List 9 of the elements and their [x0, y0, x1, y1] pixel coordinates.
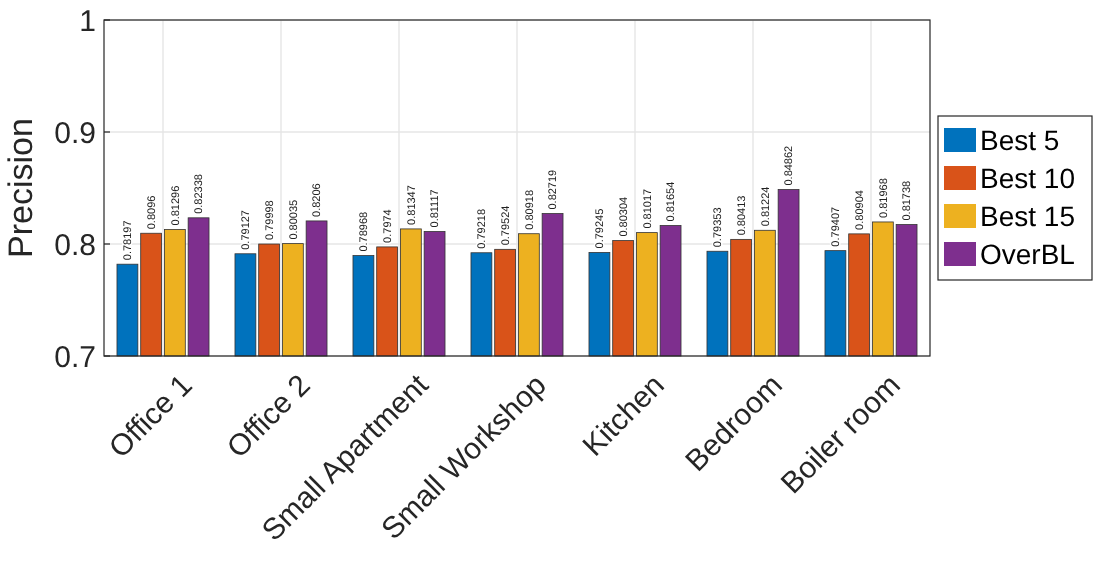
legend-label: Best 10: [980, 161, 1076, 194]
legend-label: Best 5: [980, 123, 1060, 156]
y-axis-title: Precision: [2, 118, 40, 258]
y-tick-label: 1: [79, 4, 96, 39]
legend-label: Best 15: [980, 199, 1076, 232]
y-tick-label: 0.7: [54, 340, 96, 375]
y-tick-label: 0.8: [54, 228, 96, 263]
legend-label: OverBL: [980, 237, 1076, 270]
y-tick-label: 0.9: [54, 116, 96, 151]
